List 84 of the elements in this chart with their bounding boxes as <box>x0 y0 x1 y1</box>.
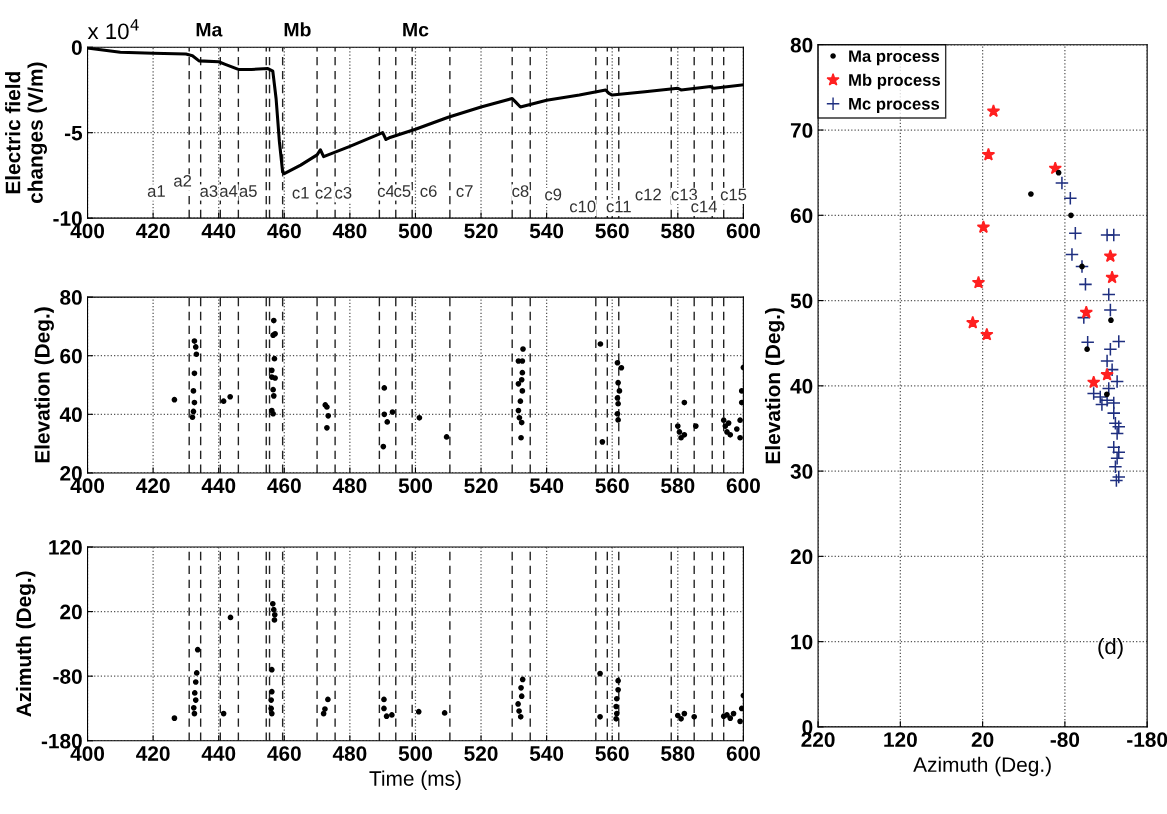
x-tick-label: 520 <box>464 478 498 494</box>
x-tick-label: 600 <box>726 223 760 239</box>
x-tick-label: 500 <box>398 746 432 761</box>
y-axis-title: Elevation (Deg.) <box>34 307 54 463</box>
annotation: c12 <box>635 188 661 201</box>
y-tick-label: 20 <box>60 604 82 620</box>
x-tick-label: 520 <box>464 746 498 761</box>
x-tick-label: 540 <box>529 223 564 239</box>
annotation: c14 <box>691 200 717 213</box>
x-axis-title: Time (ms) <box>369 770 461 790</box>
y-tick-label: -80 <box>53 669 82 684</box>
x-tick-label: 440 <box>201 746 236 761</box>
annotation: a2 <box>174 174 192 187</box>
y-tick-label: 60 <box>60 348 82 364</box>
annotation: a1 <box>147 185 165 197</box>
text: Mb <box>284 22 311 37</box>
y-tick-label: 10 <box>791 634 813 650</box>
annotation: c5 <box>394 185 411 197</box>
legend-label: Mb process <box>849 73 940 90</box>
x-tick-label: 540 <box>529 478 564 494</box>
x-tick-label: 460 <box>267 478 301 494</box>
y-tick-label: 40 <box>59 407 82 423</box>
x-tick-label: -180 <box>1127 732 1167 748</box>
x-tick-label: 560 <box>595 478 629 494</box>
x-tick-label: 560 <box>595 746 629 761</box>
annotation: c7 <box>456 185 473 197</box>
y-axis-title: Elevation (Deg.) <box>764 308 785 464</box>
x-tick-label: 460 <box>267 746 301 761</box>
x-tick-label: 420 <box>136 478 170 494</box>
y-tick-label: 40 <box>790 378 813 394</box>
x-tick-label: 600 <box>726 478 760 494</box>
annotation: c3 <box>335 186 352 199</box>
annotation: (d) <box>1098 637 1123 659</box>
x-tick-label: 580 <box>661 746 695 761</box>
x-tick-label: 500 <box>398 223 432 239</box>
annotation: c11 <box>606 200 631 213</box>
annotation: c15 <box>720 188 747 201</box>
x-tick-label: 480 <box>332 478 367 494</box>
text: x 10$^{4}$ <box>87 19 139 40</box>
x-tick-label: 600 <box>726 746 760 761</box>
y-tick-label: 120 <box>49 540 82 555</box>
x-tick-label: -80 <box>1050 732 1080 748</box>
x-tick-label: 580 <box>661 478 695 494</box>
annotation: a5 <box>239 185 257 197</box>
y-tick-label: 70 <box>790 123 813 138</box>
legend-label: Ma process <box>849 50 940 66</box>
annotation: c13 <box>671 188 698 201</box>
annotation: c4 <box>377 185 395 197</box>
annotation: c1 <box>292 187 309 199</box>
text: Ma <box>196 22 223 37</box>
x-tick-label: 560 <box>595 223 629 239</box>
y-tick-label: 80 <box>60 290 82 305</box>
annotation: c6 <box>420 185 437 197</box>
x-tick-label: 120 <box>884 732 917 748</box>
annotation: c9 <box>545 188 562 201</box>
y-tick-label: 80 <box>790 37 813 53</box>
y-tick-label: 50 <box>790 293 813 309</box>
annotation: a3 <box>200 185 218 197</box>
y-axis-title: Electric field changes (V/m) <box>5 62 47 204</box>
annotation: c10 <box>569 200 596 213</box>
y-axis-title: Azimuth (Deg.) <box>15 571 36 717</box>
y-tick-label: 30 <box>790 464 813 479</box>
annotation: c2 <box>315 186 332 199</box>
x-tick-label: 20 <box>971 732 994 748</box>
x-tick-label: 420 <box>136 223 170 239</box>
x-axis-title: Azimuth (Deg.) <box>913 756 1051 777</box>
x-tick-label: 440 <box>201 223 236 239</box>
legend-label: Mc process <box>849 98 940 114</box>
x-tick-label: 420 <box>136 746 170 761</box>
y-tick-label: -5 <box>64 125 83 141</box>
x-tick-label: 480 <box>332 746 367 761</box>
annotation: a4 <box>219 185 238 197</box>
text: Mc <box>403 22 429 37</box>
x-tick-label: 480 <box>332 223 367 239</box>
annotation: c8 <box>512 185 529 197</box>
x-tick-label: 520 <box>464 223 498 239</box>
y-tick-label: 60 <box>790 208 813 224</box>
x-tick-label: 460 <box>267 223 301 239</box>
x-tick-label: 580 <box>661 223 695 239</box>
x-tick-label: 500 <box>398 478 432 494</box>
y-tick-label: 0 <box>71 40 82 55</box>
y-tick-label: 20 <box>790 549 813 565</box>
x-tick-label: 440 <box>201 478 236 494</box>
x-tick-label: 540 <box>529 746 564 761</box>
